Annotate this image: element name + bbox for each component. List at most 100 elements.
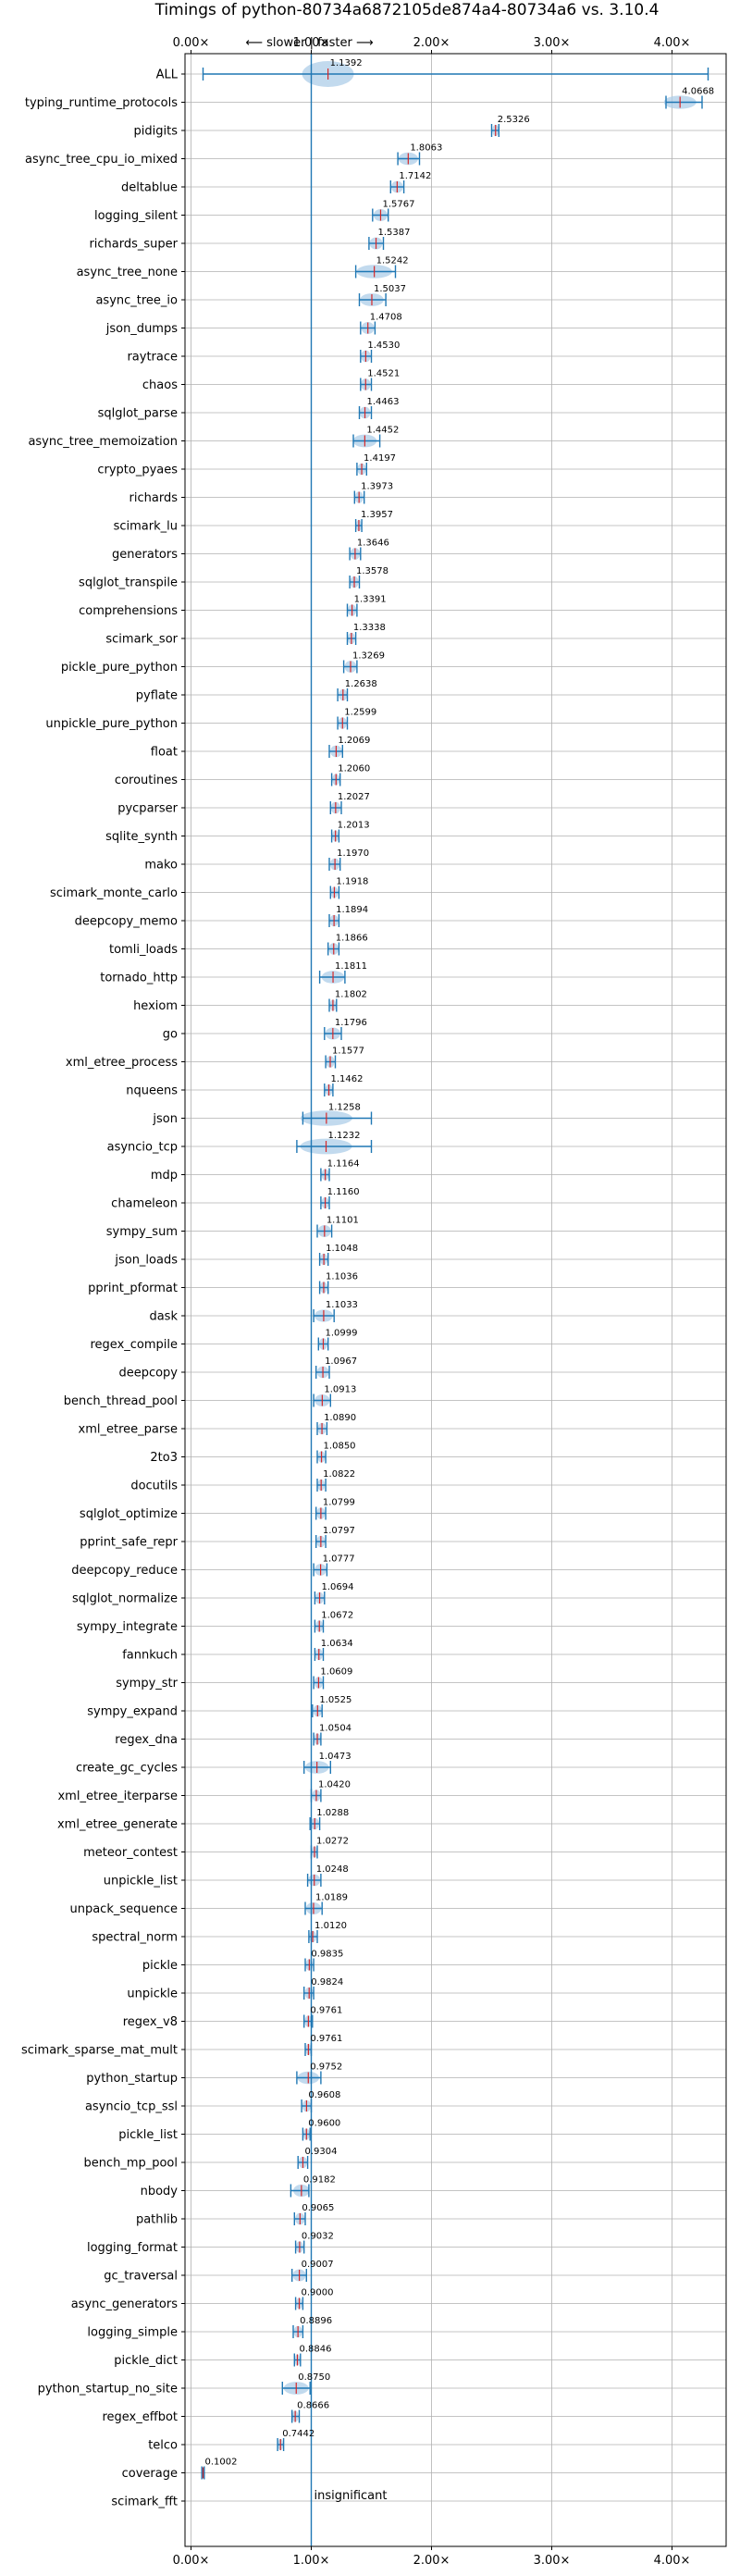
benchmark-label: unpickle_list [104, 1875, 178, 1889]
benchmark-label: tomli_loads [109, 943, 178, 957]
benchmark-label: logging_format [87, 2241, 178, 2255]
slower-faster-annotation: ⟵ slower | faster ⟶ [245, 36, 373, 50]
value-label: 1.3269 [352, 651, 385, 662]
value-label: 0.9761 [310, 2006, 342, 2016]
value-label: 0.9608 [308, 2090, 340, 2100]
x-tick-label-top: 4.00× [654, 36, 691, 50]
benchmark-label: xml_etree_generate [57, 1818, 178, 1832]
value-label: 1.1036 [326, 1272, 358, 1282]
x-tick-label-bottom: 0.00× [173, 2554, 210, 2568]
insignificant-label: insignificant [314, 2489, 388, 2503]
x-tick-label-bottom: 2.00× [413, 2554, 450, 2568]
benchmark-label: async_generators [71, 2297, 179, 2311]
benchmark-label: bench_thread_pool [64, 1394, 178, 1408]
mark-layer [201, 54, 709, 2546]
value-label: 1.8063 [410, 143, 442, 154]
benchmark-label: telco [148, 2439, 178, 2453]
benchmark-label: scimark_sor [105, 633, 178, 647]
benchmark-label: xml_etree_iterparse [57, 1790, 178, 1803]
value-label: 1.1802 [335, 990, 367, 1000]
x-tick-label-top: 0.00× [173, 36, 210, 50]
benchmark-label: coroutines [115, 774, 178, 787]
value-label: 1.5242 [376, 256, 409, 266]
value-label: 1.0967 [325, 1356, 357, 1367]
value-label: 1.0850 [324, 1442, 356, 1452]
x-tick-label-top: 1.00× [293, 36, 330, 50]
benchmark-label: async_tree_cpu_io_mixed [25, 153, 178, 167]
benchmark-label: mako [144, 859, 178, 873]
value-label: 1.4452 [366, 426, 399, 436]
benchmark-label: pidigits [134, 125, 179, 139]
benchmark-label: unpack_sequence [69, 1902, 178, 1916]
benchmark-label: 2to3 [150, 1451, 178, 1465]
value-label: 1.1866 [336, 934, 368, 944]
value-label: 1.0120 [314, 1921, 347, 1931]
benchmark-label: sympy_integrate [77, 1620, 178, 1634]
benchmark-label: tornado_http [100, 972, 178, 985]
value-label: 1.0189 [315, 1893, 348, 1903]
value-label: 1.0777 [323, 1554, 355, 1565]
benchmark-label: generators [112, 548, 178, 562]
benchmark-label: pycparser [117, 802, 178, 816]
value-label: 1.0672 [321, 1611, 353, 1621]
benchmark-label: ALL [156, 68, 179, 82]
value-label: 1.0288 [316, 1808, 349, 1818]
benchmark-label: chaos [142, 378, 178, 392]
benchmark-label: spectral_norm [92, 1931, 178, 1945]
benchmark-label: fannkuch [122, 1649, 178, 1663]
x-tick-label-bottom: 1.00× [293, 2554, 330, 2568]
value-label: 0.9600 [308, 2119, 340, 2129]
benchmark-label: sympy_expand [87, 1705, 178, 1719]
benchmark-label: float [151, 746, 178, 760]
benchmark-label: scimark_fft [111, 2496, 178, 2509]
benchmark-label: comprehensions [79, 604, 178, 618]
benchmark-label: pathlib [136, 2213, 178, 2227]
x-tick-label-bottom: 4.00× [654, 2554, 691, 2568]
benchmark-label: pickle [142, 1959, 178, 1973]
label-layer: 0.00× 0.00× 1.00× 1.00× 2.00× 2.00× 3.00× 3.00×… [21, 36, 714, 2568]
benchmark-label: create_gc_cycles [76, 1762, 178, 1776]
benchmark-label: deepcopy [118, 1367, 178, 1381]
value-label: 1.0799 [323, 1498, 355, 1508]
benchmark-label: asyncio_tcp [107, 1141, 178, 1155]
value-label: 1.1258 [328, 1103, 361, 1113]
value-label: 1.4463 [367, 397, 400, 407]
benchmark-label: sqlite_synth [105, 830, 178, 844]
value-label: 1.3578 [356, 566, 388, 576]
benchmark-label: pprint_pformat [88, 1282, 178, 1295]
value-label: 1.0272 [316, 1837, 349, 1847]
benchmark-label: async_tree_memoization [28, 435, 178, 449]
value-label: 0.9752 [310, 2062, 342, 2073]
grid-layer [181, 50, 726, 2550]
value-label: 0.1002 [205, 2458, 238, 2468]
benchmark-label: deltablue [121, 181, 178, 195]
value-label: 1.1232 [328, 1131, 361, 1141]
value-label: 0.9182 [303, 2175, 336, 2186]
value-label: 1.1462 [331, 1074, 364, 1084]
benchmark-label: asyncio_tcp_ssl [85, 2100, 178, 2114]
benchmark-label: coverage [122, 2467, 178, 2481]
value-label: 1.1970 [337, 848, 369, 859]
value-label: 0.7442 [282, 2429, 314, 2439]
plot-frame [184, 53, 727, 2547]
value-label: 1.1033 [326, 1300, 358, 1310]
benchmark-label: python_startup [86, 2072, 178, 2086]
value-label: 1.0634 [321, 1639, 353, 1649]
value-label: 1.1048 [326, 1244, 358, 1254]
value-label: 1.0420 [318, 1780, 351, 1790]
benchmark-label: deepcopy_reduce [71, 1564, 178, 1578]
value-label: 1.0913 [324, 1385, 356, 1395]
value-label: 1.0797 [323, 1526, 355, 1536]
value-label: 0.8666 [297, 2401, 329, 2411]
value-label: 0.9000 [302, 2288, 334, 2298]
value-label: 1.2060 [338, 764, 370, 774]
value-label: 1.3391 [354, 595, 387, 605]
benchmark-label: meteor_contest [83, 1846, 178, 1860]
benchmark-label: json_loads [114, 1254, 178, 1268]
value-label: 1.5387 [378, 228, 411, 238]
benchmark-label: nqueens [126, 1084, 178, 1098]
benchmark-label: sqlglot_normalize [72, 1592, 178, 1606]
benchmark-label: regex_compile [90, 1338, 178, 1352]
